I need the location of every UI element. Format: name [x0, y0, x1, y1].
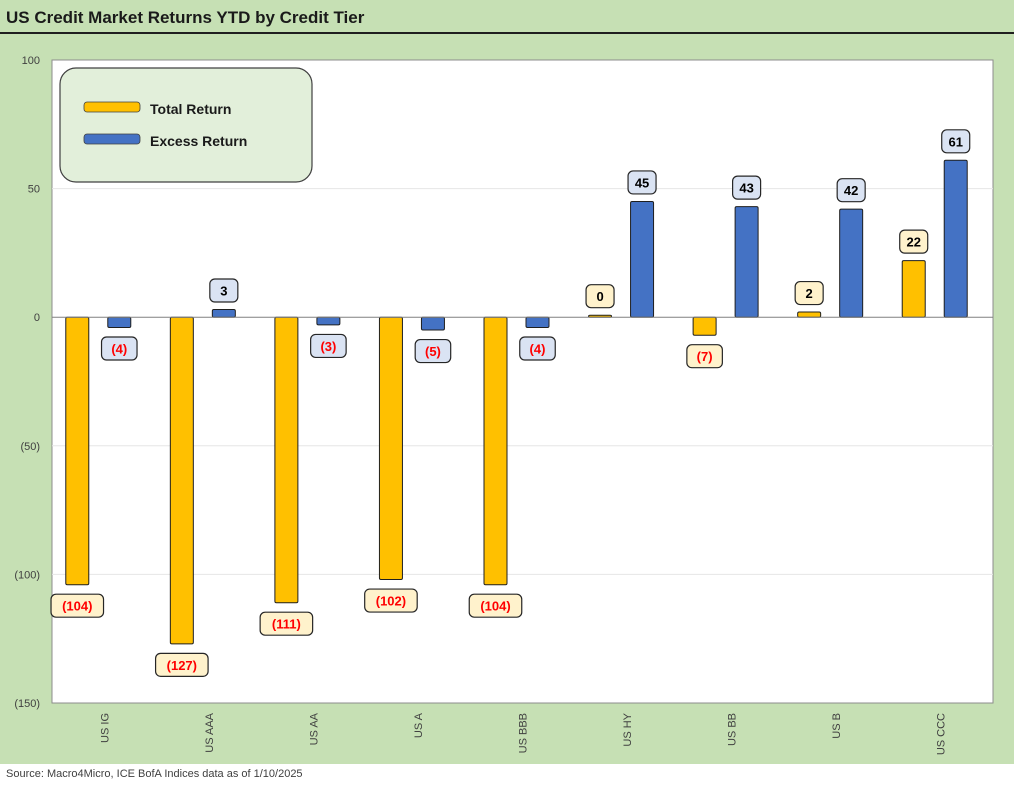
data-label-excess-return-5: 45 — [635, 175, 649, 190]
data-label-box — [686, 344, 723, 369]
data-label-box — [50, 593, 105, 618]
data-label-total-return-4: (104) — [480, 599, 510, 614]
data-label-excess-return-4: (4) — [530, 341, 546, 356]
data-label-box — [364, 588, 418, 613]
data-label-box — [941, 129, 971, 154]
data-label-box — [209, 278, 239, 303]
x-tick-label: US BBB — [518, 713, 530, 753]
legend-label-total-return: Total Return — [150, 101, 231, 117]
data-label-box — [259, 611, 314, 636]
chart-svg: 100 50 0 (50) (100) (150) (104) (127) (111) (102… — [14, 55, 994, 755]
bar-total-return-3 — [378, 316, 403, 581]
bar-total-return-6 — [692, 316, 717, 336]
data-label-excess-return-2: (3) — [320, 339, 336, 354]
bar-total-return-0 — [65, 316, 90, 586]
y-tick-label: 50 — [28, 184, 40, 196]
legend-box — [59, 67, 313, 183]
data-label-box — [899, 229, 929, 254]
bar-excess-return-1 — [211, 308, 236, 318]
bar-total-return-7 — [797, 311, 822, 318]
bar-total-return-2 — [274, 316, 299, 604]
data-label-total-return-7: 2 — [806, 286, 813, 301]
y-tick-label: (50) — [20, 441, 40, 453]
x-tick-label: US IG — [99, 713, 111, 743]
data-labels: (104)(127)(111)(102) (104)0(7)222(4)3(3)(… — [50, 129, 971, 677]
data-label-excess-return-6: 43 — [739, 181, 753, 196]
x-tick-label: US HY — [622, 712, 634, 746]
bar-total-return-1 — [169, 316, 194, 645]
data-label-excess-return-3: (5) — [425, 344, 441, 359]
data-label-box — [585, 284, 615, 309]
bar-excess-return-7 — [839, 208, 864, 318]
y-axis-ticks: 100 50 0 (50) (100) (150) — [14, 55, 40, 710]
x-tick-label: US CCC — [936, 713, 948, 755]
y-tick-label: (100) — [14, 569, 40, 581]
x-tick-label: US B — [831, 713, 843, 739]
bar-excess-return-4 — [525, 316, 550, 328]
data-label-box — [100, 336, 138, 361]
x-tick-label: US AAA — [204, 712, 216, 752]
data-label-box — [468, 593, 523, 618]
bar-excess-return-3 — [420, 316, 445, 331]
data-label-total-return-2: (111) — [272, 617, 301, 632]
x-tick-label: US AA — [308, 712, 320, 745]
bar-excess-return-2 — [316, 316, 341, 326]
x-tick-label: US A — [413, 712, 425, 738]
bar-total-return-8 — [901, 260, 926, 318]
data-label-box — [836, 178, 866, 203]
data-label-total-return-3: (102) — [376, 594, 406, 609]
data-label-total-return-5: 0 — [596, 289, 603, 304]
data-label-box — [310, 333, 347, 359]
data-label-box — [732, 175, 762, 200]
data-label-box — [627, 170, 657, 195]
title-bar: US Credit Market Returns YTD by Credit T… — [0, 0, 1014, 34]
x-tick-label: US BB — [727, 713, 739, 746]
data-label-total-return-0: (104) — [62, 599, 92, 614]
data-label-total-return-6: (7) — [697, 349, 713, 364]
bar-excess-return-5 — [630, 200, 655, 318]
bars — [65, 159, 968, 645]
chart-title: US Credit Market Returns YTD by Credit T… — [6, 8, 365, 27]
source-note: Source: Macro4Micro, ICE BofA Indices da… — [6, 768, 303, 780]
legend-swatch-excess-return — [83, 133, 141, 145]
x-axis-ticks: US IG US AAA US AA US A US BBB US HY US BB US B… — [99, 712, 947, 755]
data-label-box — [794, 280, 824, 306]
legend-swatch-total-return — [83, 101, 141, 113]
gridlines — [52, 188, 993, 575]
data-label-box — [519, 336, 556, 361]
bar-excess-return-8 — [943, 159, 968, 318]
data-label-box — [414, 338, 452, 364]
bar-excess-return-0 — [107, 316, 132, 328]
bar-total-return-4 — [483, 316, 508, 586]
y-tick-label: 0 — [34, 312, 40, 324]
data-label-excess-return-1: 3 — [220, 283, 227, 298]
bar-excess-return-6 — [734, 206, 759, 318]
data-label-excess-return-7: 42 — [844, 183, 858, 198]
data-label-excess-return-8: 61 — [948, 134, 962, 149]
data-label-total-return-8: 22 — [906, 235, 920, 250]
data-label-box — [154, 652, 209, 677]
legend: Total Return Excess Return — [59, 67, 313, 183]
legend-label-excess-return: Excess Return — [150, 133, 247, 149]
y-tick-label: (150) — [14, 698, 40, 710]
y-tick-label: 100 — [22, 55, 40, 67]
data-label-excess-return-0: (4) — [111, 341, 127, 356]
data-label-total-return-1: (127) — [167, 658, 197, 673]
